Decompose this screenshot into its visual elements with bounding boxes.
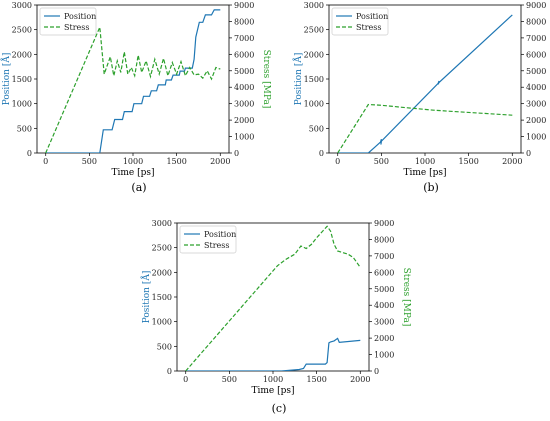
series-line-position: [185, 337, 361, 371]
x-axis-label: Time [ps]: [403, 168, 446, 178]
y-right-tick-label: 2000: [234, 116, 254, 125]
x-tick-label: 500: [374, 157, 389, 166]
legend-label-position: Position: [356, 12, 388, 21]
legend-box: [331, 7, 389, 36]
legend-label-position: Position: [204, 230, 236, 239]
y-right-tick-label: 6000: [234, 50, 254, 59]
y-right-tick-label: 0: [234, 149, 239, 158]
legend-label-stress: Stress: [204, 241, 229, 250]
y-left-tick-label: 2500: [152, 244, 172, 253]
chart-3: 0 500 1000 1500 2000 0 500 1000 1500 2000 2500 3000…: [140, 219, 411, 415]
y-left-tick-label: 0: [27, 149, 32, 158]
y-right-tick-label: 8000: [374, 235, 394, 244]
y-left-tick-label: 2500: [12, 26, 32, 35]
x-tick-label: 1000: [415, 157, 435, 166]
y-right-axis-label: Stress [MPa]: [401, 268, 411, 327]
y-right-tick-label: 2000: [374, 334, 394, 343]
x-tick-label: 2000: [210, 157, 230, 166]
y-right-tick-label: 9000: [374, 219, 394, 228]
legend-box: [179, 225, 237, 254]
y-left-tick-label: 1500: [304, 75, 324, 84]
series-line-stress: [45, 26, 221, 153]
chart-1: 0 500 1000 1500 2000 0 500 1000 1500 2000 2500 3000…: [0, 1, 271, 194]
y-left-tick-label: 0: [319, 149, 324, 158]
y-right-tick-label: 7000: [234, 34, 254, 43]
x-tick-label: 1500: [306, 375, 326, 384]
y-right-tick-label: 4000: [374, 301, 394, 310]
x-tick-label: 1000: [123, 157, 143, 166]
x-tick-label: 0: [43, 157, 48, 166]
y-left-tick-label: 1500: [12, 75, 32, 84]
series-line-stress: [185, 225, 361, 371]
y-right-tick-label: 9000: [526, 1, 546, 10]
y-left-tick-label: 1000: [152, 318, 172, 327]
x-axis-label: Time [ps]: [111, 168, 154, 178]
x-tick-label: 500: [82, 157, 97, 166]
y-right-tick-label: 9000: [234, 1, 254, 10]
y-right-tick-label: 4000: [234, 83, 254, 92]
x-tick-label: 2000: [350, 375, 370, 384]
series-line-position: [337, 14, 513, 153]
y-right-tick-label: 8000: [526, 17, 546, 26]
y-right-tick-label: 0: [374, 367, 379, 376]
y-right-tick-label: 3000: [526, 100, 546, 109]
y-left-axis-label: Position [Å]: [140, 271, 152, 324]
y-right-tick-label: 5000: [526, 67, 546, 76]
y-left-tick-label: 2000: [152, 268, 172, 277]
y-left-tick-label: 0: [167, 367, 172, 376]
y-left-tick-label: 1000: [12, 100, 32, 109]
y-left-tick-label: 3000: [304, 1, 324, 10]
y-left-tick-label: 1500: [152, 293, 172, 302]
y-left-tick-label: 2500: [304, 26, 324, 35]
y-right-tick-label: 8000: [234, 17, 254, 26]
series-line-position: [45, 9, 221, 153]
y-right-tick-label: 7000: [526, 34, 546, 43]
y-right-tick-label: 4000: [526, 83, 546, 92]
y-left-tick-label: 2000: [12, 50, 32, 59]
legend-label-stress: Stress: [64, 23, 89, 32]
x-tick-label: 0: [183, 375, 188, 384]
legend-label-position: Position: [64, 12, 96, 21]
y-right-tick-label: 1000: [526, 133, 546, 142]
chart-caption: (a): [131, 181, 146, 194]
y-left-tick-label: 3000: [152, 219, 172, 228]
y-right-tick-label: 3000: [234, 100, 254, 109]
x-tick-label: 1500: [166, 157, 186, 166]
y-left-axis-label: Position [Å]: [0, 53, 12, 106]
y-right-tick-label: 1000: [374, 351, 394, 360]
y-left-tick-label: 2000: [304, 50, 324, 59]
x-tick-label: 1500: [458, 157, 478, 166]
chart-caption: (b): [423, 181, 439, 194]
y-right-tick-label: 3000: [374, 318, 394, 327]
chart-2: 0 500 1000 1500 2000 0 500 1000 1500 2000 2500 3000…: [292, 1, 546, 194]
y-left-tick-label: 500: [17, 124, 32, 133]
y-right-tick-label: 2000: [526, 116, 546, 125]
y-left-axis-label: Position [Å]: [292, 53, 304, 106]
y-right-tick-label: 5000: [374, 285, 394, 294]
y-right-tick-label: 5000: [234, 67, 254, 76]
y-left-tick-label: 500: [157, 342, 172, 351]
y-right-tick-label: 6000: [374, 268, 394, 277]
y-right-tick-label: 1000: [234, 133, 254, 142]
x-tick-label: 0: [335, 157, 340, 166]
y-right-tick-label: 0: [526, 149, 531, 158]
y-left-tick-label: 500: [309, 124, 324, 133]
y-left-tick-label: 3000: [12, 1, 32, 10]
y-right-tick-label: 6000: [526, 50, 546, 59]
x-tick-label: 2000: [502, 157, 522, 166]
chart-caption: (c): [272, 402, 287, 415]
x-tick-label: 1000: [263, 375, 283, 384]
legend-label-stress: Stress: [356, 23, 381, 32]
series-line-stress: [337, 103, 513, 153]
x-axis-label: Time [ps]: [251, 386, 294, 396]
y-right-axis-label: Stress [MPa]: [261, 50, 271, 109]
x-tick-label: 500: [222, 375, 237, 384]
y-right-tick-label: 7000: [374, 252, 394, 261]
legend-box: [39, 7, 97, 36]
y-left-tick-label: 1000: [304, 100, 324, 109]
